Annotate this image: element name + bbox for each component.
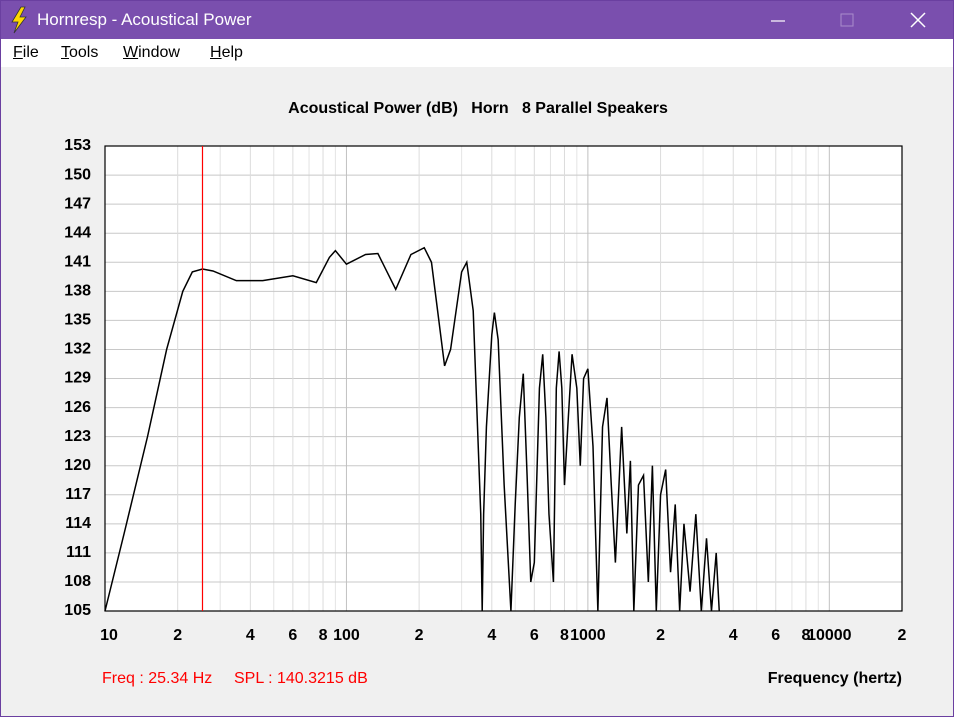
plot-border — [104, 145, 903, 612]
x-axis-label: Frequency (hertz) — [768, 670, 902, 687]
window-title: Hornresp - Acoustical Power — [37, 10, 252, 29]
y-tick-label: 135 — [64, 312, 91, 329]
menu-item[interactable]: Tools — [61, 44, 99, 61]
x-tick-label: 8 — [319, 627, 328, 644]
title-bar: Hornresp - Acoustical Power — [1, 1, 953, 39]
x-tick-label: 6 — [288, 627, 297, 644]
annotation: SPL : 140.3215 dB — [234, 670, 368, 687]
x-tick-label: 2 — [898, 627, 907, 644]
menu-item[interactable]: File — [13, 44, 39, 61]
x-tick-label: 2 — [415, 627, 424, 644]
x-tick-label: 4 — [729, 627, 738, 644]
maximize-button[interactable] — [840, 13, 854, 27]
close-button[interactable] — [910, 12, 926, 28]
y-tick-label: 120 — [64, 457, 91, 474]
x-tick-label: 2 — [656, 627, 665, 644]
x-tick-label: 10 — [100, 627, 118, 644]
x-tick-label: 8 — [560, 627, 569, 644]
x-tick-label: 4 — [487, 627, 496, 644]
x-tick-label: 1000 — [570, 627, 606, 644]
y-tick-label: 132 — [64, 341, 91, 358]
y-tick-label: 153 — [64, 137, 91, 154]
annotation: Freq : 25.34 Hz — [102, 670, 212, 687]
x-tick-label: 6 — [771, 627, 780, 644]
chart-title: Acoustical Power (dB) Horn 8 Parallel Sp… — [288, 100, 668, 117]
chart: Acoustical Power (dB) Horn 8 Parallel Sp… — [64, 100, 907, 687]
y-tick-label: 150 — [64, 166, 91, 183]
x-tick-label: 10000 — [807, 627, 852, 644]
data-line — [104, 246, 720, 612]
y-tick-label: 117 — [65, 486, 91, 503]
y-tick-label: 123 — [64, 428, 91, 445]
y-tick-label: 105 — [64, 602, 91, 619]
menu-item[interactable]: Help — [210, 44, 243, 61]
x-tick-label: 4 — [246, 627, 255, 644]
x-tick-label: 2 — [173, 627, 182, 644]
menu-bar: File Tools Window Help — [1, 39, 953, 67]
app-icon — [11, 6, 27, 34]
y-tick-label: 141 — [64, 253, 91, 270]
window-controls[interactable] — [761, 1, 941, 39]
x-tick-label: 6 — [530, 627, 539, 644]
x-tick-label: 8 — [801, 627, 810, 644]
menu-item[interactable]: Window — [123, 44, 180, 61]
y-tick-label: 144 — [64, 224, 91, 241]
y-tick-label: 147 — [64, 195, 91, 212]
y-tick-label: 114 — [65, 515, 91, 532]
y-tick-label: 126 — [64, 399, 91, 416]
y-tick-label: 138 — [64, 283, 91, 300]
x-tick-label: 100 — [333, 627, 360, 644]
y-tick-label: 111 — [66, 544, 91, 561]
y-tick-label: 129 — [64, 370, 91, 387]
y-tick-label: 108 — [64, 573, 91, 590]
